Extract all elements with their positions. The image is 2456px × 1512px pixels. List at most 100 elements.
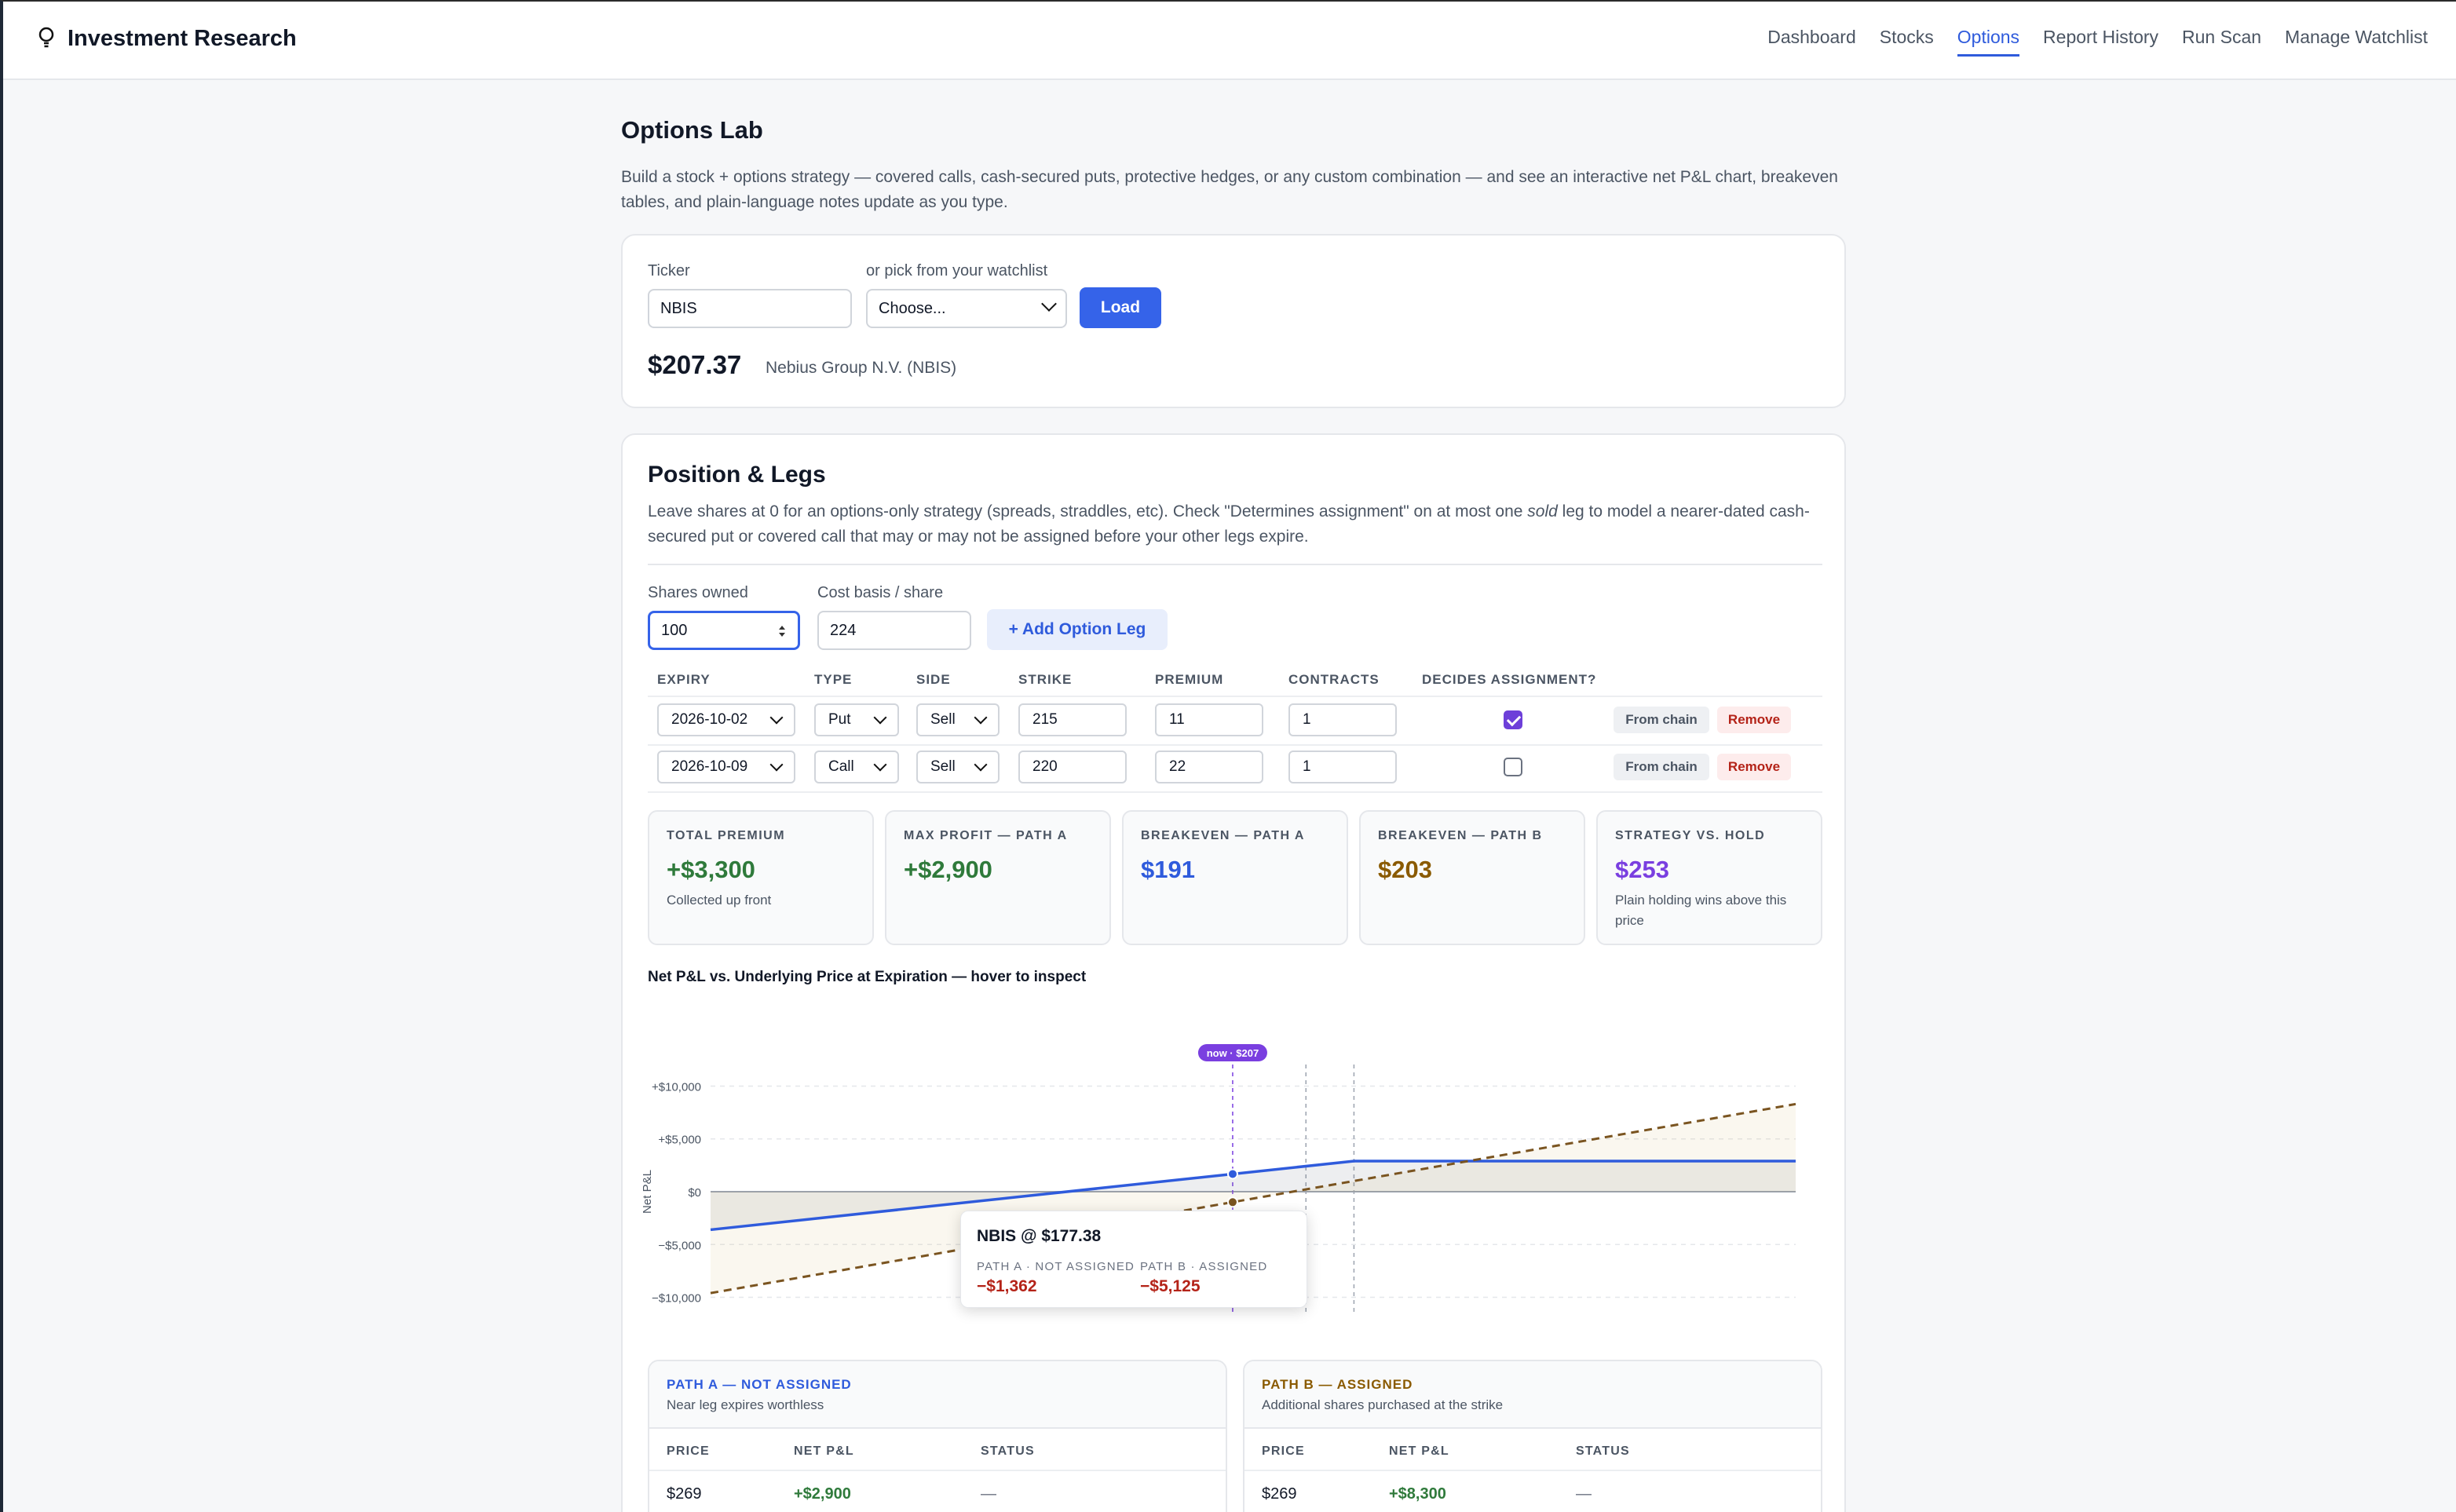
stat-strategy-vs-hold: STRATEGY VS. HOLD $253 Plain holding win… [1596,810,1822,945]
lightbulb-icon [38,27,54,48]
nav-run-scan[interactable]: Run Scan [2182,27,2262,47]
path-a-row-status: — [981,1485,996,1503]
leg-1-premium-input[interactable]: 11 [1155,703,1263,736]
leg-1-premium: 11 [1169,711,1185,728]
company-name: Nebius Group N.V. (NBIS) [766,359,957,377]
stat-max-profit-path-a: MAX PROFIT — PATH A +$2,900 [885,810,1111,945]
chart-grid [711,1065,1796,1314]
stat-breakeven-path-b: BREAKEVEN — PATH B $203 [1359,810,1585,945]
path-a-col-price: PRICE [667,1444,710,1458]
divider [648,564,1822,565]
y-tick-label: −$5,000 [658,1239,701,1252]
chart-title: Net P&L vs. Underlying Price at Expirati… [648,969,1087,985]
current-price: $207.37 [648,350,742,379]
desc-part-2: leg to model a nearer-dated cash-secured… [648,502,1810,546]
leg-2-from-chain-button[interactable]: From chain [1614,754,1709,780]
path-a-sub: Near leg expires worthless [667,1397,824,1412]
path-b-col-pnl: NET P&L [1389,1444,1449,1458]
leg-1-remove-button[interactable]: Remove [1717,707,1791,733]
leg-2-type-select[interactable]: Call [814,751,899,783]
leg-2-contracts-input[interactable]: 1 [1288,751,1397,783]
path-b-col-status: STATUS [1576,1444,1630,1458]
leg-1-side-select[interactable]: Sell [916,703,1000,736]
now-badge [1197,1044,1267,1061]
app-title: Investment Research [68,25,297,51]
leg-2-type: Call [828,758,854,775]
series-B-line [710,1102,1796,1295]
leg-2-remove-button[interactable]: Remove [1717,754,1791,780]
path-b-header: PATH B — ASSIGNED Additional shares purc… [1244,1361,1821,1429]
nav-manage-watchlist[interactable]: Manage Watchlist [2285,27,2428,47]
brand[interactable]: Investment Research [38,24,297,53]
chevron-down-icon [769,710,784,725]
basis-input-value: 224 [830,621,857,639]
add-option-leg-button[interactable]: + Add Option Leg [987,609,1168,650]
col-premium: PREMIUM [1155,672,1224,687]
stat-value: $203 [1378,856,1432,883]
y-tick-label: +$10,000 [652,1080,701,1094]
stat-key: BREAKEVEN — PATH A [1141,829,1305,842]
leg-2-premium: 22 [1169,758,1186,775]
chevron-down-icon [873,710,887,725]
basis-input[interactable]: 224 [817,611,971,650]
shares-label: Shares owned [648,584,748,601]
chevron-down-icon [974,710,988,725]
ticker-input-value: NBIS [660,299,697,317]
ticker-card: Ticker NBIS or pick from your watchlist … [621,234,1846,408]
stat-value: $253 [1615,856,1669,883]
watchlist-select[interactable]: Choose... [866,289,1067,328]
leg-2-premium-input[interactable]: 22 [1155,751,1263,783]
load-button[interactable]: Load [1080,287,1161,328]
hover-dot-A [1226,1168,1238,1180]
position-card: Position & Legs Leave shares at 0 for an… [621,433,1846,1512]
ticker-input[interactable]: NBIS [648,289,852,328]
basis-label: Cost basis / share [817,584,944,601]
y-tick-label: $0 [688,1186,701,1200]
tooltip-path-b-label: PATH B · ASSIGNED [1140,1260,1268,1273]
leg-2-strike: 220 [1032,758,1058,775]
leg-2-expiry-select[interactable]: 2026-10-09 [657,751,795,783]
stepper-icon[interactable] [777,624,787,638]
stat-key: BREAKEVEN — PATH B [1378,829,1543,842]
path-a-table: PATH A — NOT ASSIGNED Near leg expires w… [648,1360,1227,1512]
leg-1-strike-input[interactable]: 215 [1018,703,1127,736]
chart-lines [710,1102,1796,1295]
leg-2-side-select[interactable]: Sell [916,751,1000,783]
leg-1-decides-checkbox[interactable] [1504,710,1522,729]
leg-2-strike-input[interactable]: 220 [1018,751,1127,783]
nav-report-history[interactable]: Report History [2043,27,2159,47]
stat-value: $191 [1141,856,1195,883]
col-contracts: CONTRACTS [1288,672,1380,687]
path-b-title: PATH B — ASSIGNED [1262,1377,1413,1392]
series-A-area [711,1160,1796,1230]
stat-value: +$3,300 [667,856,755,883]
now-label: now · $207 [1207,1047,1259,1059]
path-b-col-price: PRICE [1262,1444,1305,1458]
stat-sub: Plain holding wins above this price [1615,893,1787,928]
main-nav: Dashboard Stocks Options Report History … [1767,27,2428,57]
tooltip-title: NBIS @ $177.38 [977,1227,1102,1245]
nav-stocks[interactable]: Stocks [1879,27,1934,47]
leg-2-decides-checkbox[interactable] [1504,758,1522,776]
leg-1-side: Sell [930,711,956,728]
path-a-row-price: $269 [667,1485,702,1503]
tooltip-path-b-value: −$5,125 [1140,1277,1201,1295]
col-type: TYPE [814,672,853,687]
leg-1-from-chain-button[interactable]: From chain [1614,707,1709,733]
stat-key: TOTAL PREMIUM [667,829,786,842]
leg-1-contracts-input[interactable]: 1 [1288,703,1397,736]
nav-options[interactable]: Options [1957,27,2020,57]
row-divider [648,744,1822,746]
col-side: SIDE [916,672,951,687]
page-title: Options Lab [621,116,763,144]
leg-1-expiry-select[interactable]: 2026-10-02 [657,703,795,736]
series-A-line [710,1160,1796,1232]
chart-labels: +$10,000+$5,000$0−$5,000−$10,000$160$180… [641,1044,1267,1306]
path-a-row-pnl: +$2,900 [794,1485,851,1503]
chevron-down-icon [769,758,784,772]
shares-input[interactable]: 100 [648,611,800,650]
leg-1-type-select[interactable]: Put [814,703,899,736]
stat-value: +$2,900 [904,856,992,883]
nav-dashboard[interactable]: Dashboard [1767,27,1856,47]
